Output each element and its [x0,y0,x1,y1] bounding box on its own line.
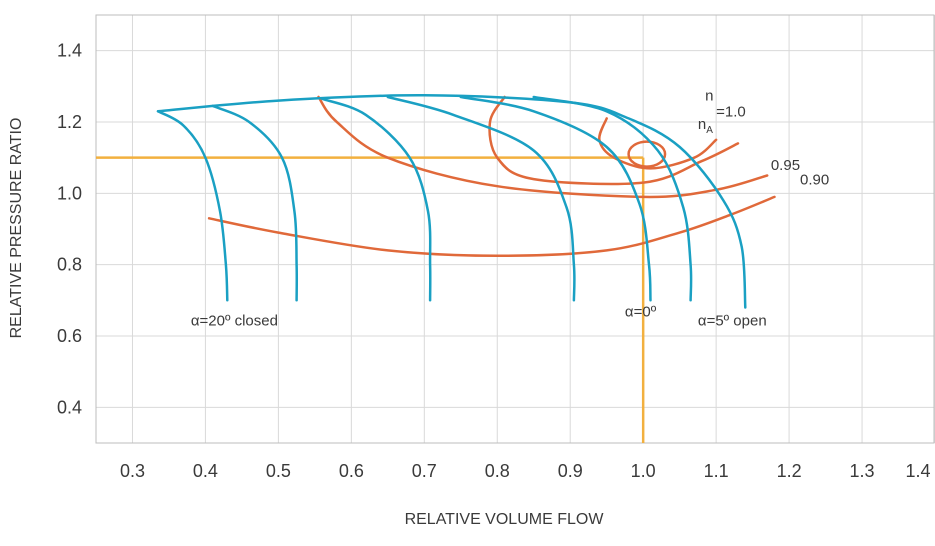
efficiency-curve [317,95,769,199]
x-tick-label: 0.8 [485,461,510,481]
efficiency-island [627,140,667,168]
x-tick-label: 0.5 [266,461,291,481]
guide-vane-curve [532,95,693,302]
x-tick-label: 0.4 [193,461,218,481]
guide-vane-curve [320,97,432,302]
annotations: α=20º closed α=0º α=5º open n=1.0nA 0.950.90 [191,88,829,330]
y-tick-label: 0.4 [57,397,82,417]
chart-annotation: 0.95 [771,157,800,174]
guide-vane-curve [156,110,229,302]
efficiency-curve [488,95,740,186]
chart-annotation: α=5º open [698,312,767,329]
guide-vane-curve [386,95,576,302]
x-tick-label: 0.7 [412,461,437,481]
x-tick-label: 1.1 [704,461,729,481]
chart-annotation: α=0º [625,303,657,320]
plot-frame [95,14,935,444]
x-tick-label: 1.4 [905,461,930,481]
y-axis-ticks: 0.4 0.6 0.8 1.0 1.2 1.4 [57,41,82,418]
x-tick-label: 0.6 [339,461,364,481]
y-tick-label: 0.6 [57,326,82,346]
y-tick-label: 1.2 [57,112,82,132]
guide-vane-curve [156,94,747,309]
x-tick-label: 1.2 [777,461,802,481]
chart-annotation: nA [698,116,713,136]
y-tick-label: 1.4 [57,41,82,61]
y-tick-label: 1.0 [57,183,82,203]
x-tick-label: 0.9 [558,461,583,481]
efficiency-curve [207,195,776,258]
x-tick-label: 1.0 [631,461,656,481]
efficiency-curve [598,117,718,170]
chart-annotation: 0.90 [800,171,829,188]
guide-vane-curve [211,104,299,302]
chart-annotation: =1.0 [716,104,746,121]
chart-annotation: n [705,88,713,105]
series-layer [96,94,776,443]
x-tick-label: 1.3 [850,461,875,481]
grid [96,15,935,443]
x-axis-title: RELATIVE VOLUME FLOW [405,511,605,528]
y-axis-title: RELATIVE PRESSURE RATIO [8,118,25,339]
x-tick-label: 0.3 [120,461,145,481]
x-axis-ticks: 0.3 0.4 0.5 0.6 0.7 0.8 0.9 1.0 1.1 1.2 1.3 1.4 [120,461,931,481]
guide-vane-curve [459,95,652,302]
y-tick-label: 0.8 [57,255,82,275]
chart-annotation: α=20º closed [191,312,278,329]
